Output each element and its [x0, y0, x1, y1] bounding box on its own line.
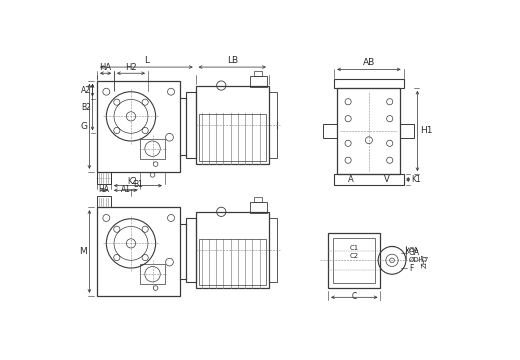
Bar [97, 81, 180, 172]
Text: C1: C1 [349, 245, 359, 251]
Text: L: L [144, 56, 149, 65]
Bar [97, 197, 111, 207]
Bar [328, 233, 381, 288]
Text: B2: B2 [81, 103, 91, 112]
Text: A: A [348, 175, 354, 184]
Text: G: G [80, 122, 87, 131]
Bar [97, 172, 111, 184]
Bar [250, 76, 267, 87]
Bar [334, 78, 404, 88]
Text: A2: A2 [81, 86, 91, 95]
Bar [140, 139, 165, 159]
Text: F: F [409, 264, 413, 273]
Text: HA: HA [99, 63, 112, 72]
Text: HA: HA [98, 185, 110, 194]
Bar [199, 114, 266, 161]
Bar [323, 124, 337, 138]
Bar [199, 239, 266, 285]
Bar [140, 264, 165, 284]
Text: K1: K1 [411, 175, 421, 184]
Bar [187, 218, 196, 282]
Bar [269, 218, 277, 282]
Text: C2: C2 [350, 253, 359, 259]
Text: ZH7: ZH7 [421, 253, 427, 267]
Bar [187, 92, 196, 158]
Bar [97, 207, 180, 296]
Bar [254, 197, 262, 202]
Bar [250, 202, 267, 213]
Text: H2: H2 [125, 63, 137, 72]
Text: K2: K2 [127, 177, 137, 186]
Text: V: V [384, 175, 389, 184]
Text: H1: H1 [421, 126, 433, 135]
Text: ØDH7: ØDH7 [409, 257, 430, 264]
Text: B1: B1 [133, 180, 143, 189]
Bar [196, 86, 269, 164]
Bar [334, 174, 404, 185]
Text: A1: A1 [121, 185, 131, 194]
Bar [333, 238, 375, 283]
Bar [400, 124, 414, 138]
Bar [337, 88, 400, 174]
Bar [196, 212, 269, 288]
Text: GA: GA [409, 247, 419, 253]
Text: GA: GA [409, 248, 420, 257]
Text: M: M [80, 247, 87, 256]
Text: C: C [352, 292, 357, 301]
Text: AB: AB [363, 58, 375, 67]
Text: LB: LB [227, 56, 238, 65]
Bar [254, 71, 262, 76]
Bar [269, 92, 277, 158]
